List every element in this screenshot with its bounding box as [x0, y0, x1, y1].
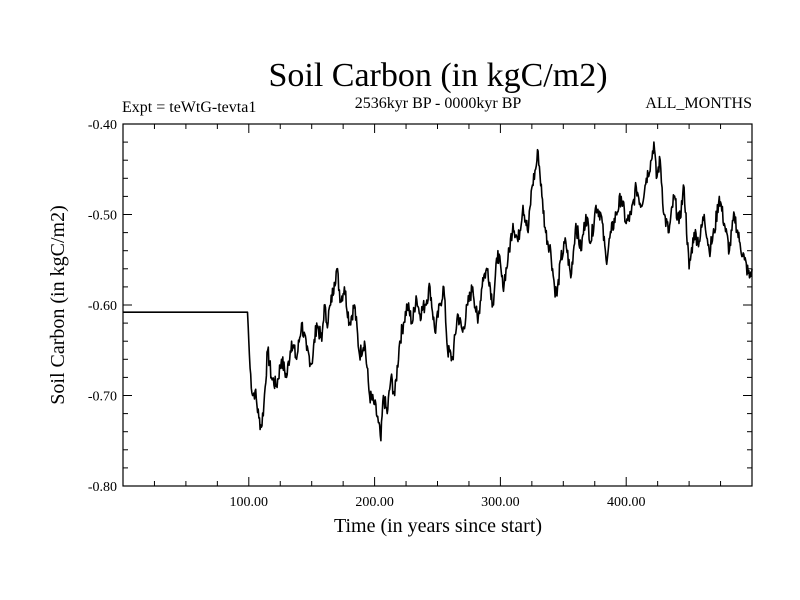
tick-labels: 100.00 200.00 300.00 400.00 -0.40 -0.50 -0.60 -…	[88, 118, 646, 510]
x-tick-label: 300.00	[481, 495, 520, 510]
chart-title: Soil Carbon (in kgC/m2)	[268, 57, 607, 94]
y-tick-label: -0.80	[88, 480, 117, 495]
y-tick-label: -0.40	[88, 118, 117, 133]
x-axis-label: Time (in years since start)	[334, 515, 542, 537]
plot-frame	[122, 123, 753, 487]
y-tick-label: -0.60	[88, 299, 117, 314]
axis-ticks	[123, 124, 752, 486]
y-tick-label: -0.70	[88, 390, 117, 405]
y-axis-label: Soil Carbon (in kgC/m2)	[47, 205, 69, 404]
x-tick-label: 100.00	[230, 495, 269, 510]
x-tick-label: 200.00	[355, 495, 394, 510]
y-tick-label: -0.50	[88, 209, 117, 224]
period-label: 2536kyr BP - 0000kyr BP	[355, 95, 522, 112]
season-label: ALL_MONTHS	[645, 95, 752, 112]
soil-carbon-line	[122, 141, 753, 442]
x-tick-label: 400.00	[607, 495, 646, 510]
experiment-label: Expt = teWtG-tevta1	[122, 99, 256, 116]
